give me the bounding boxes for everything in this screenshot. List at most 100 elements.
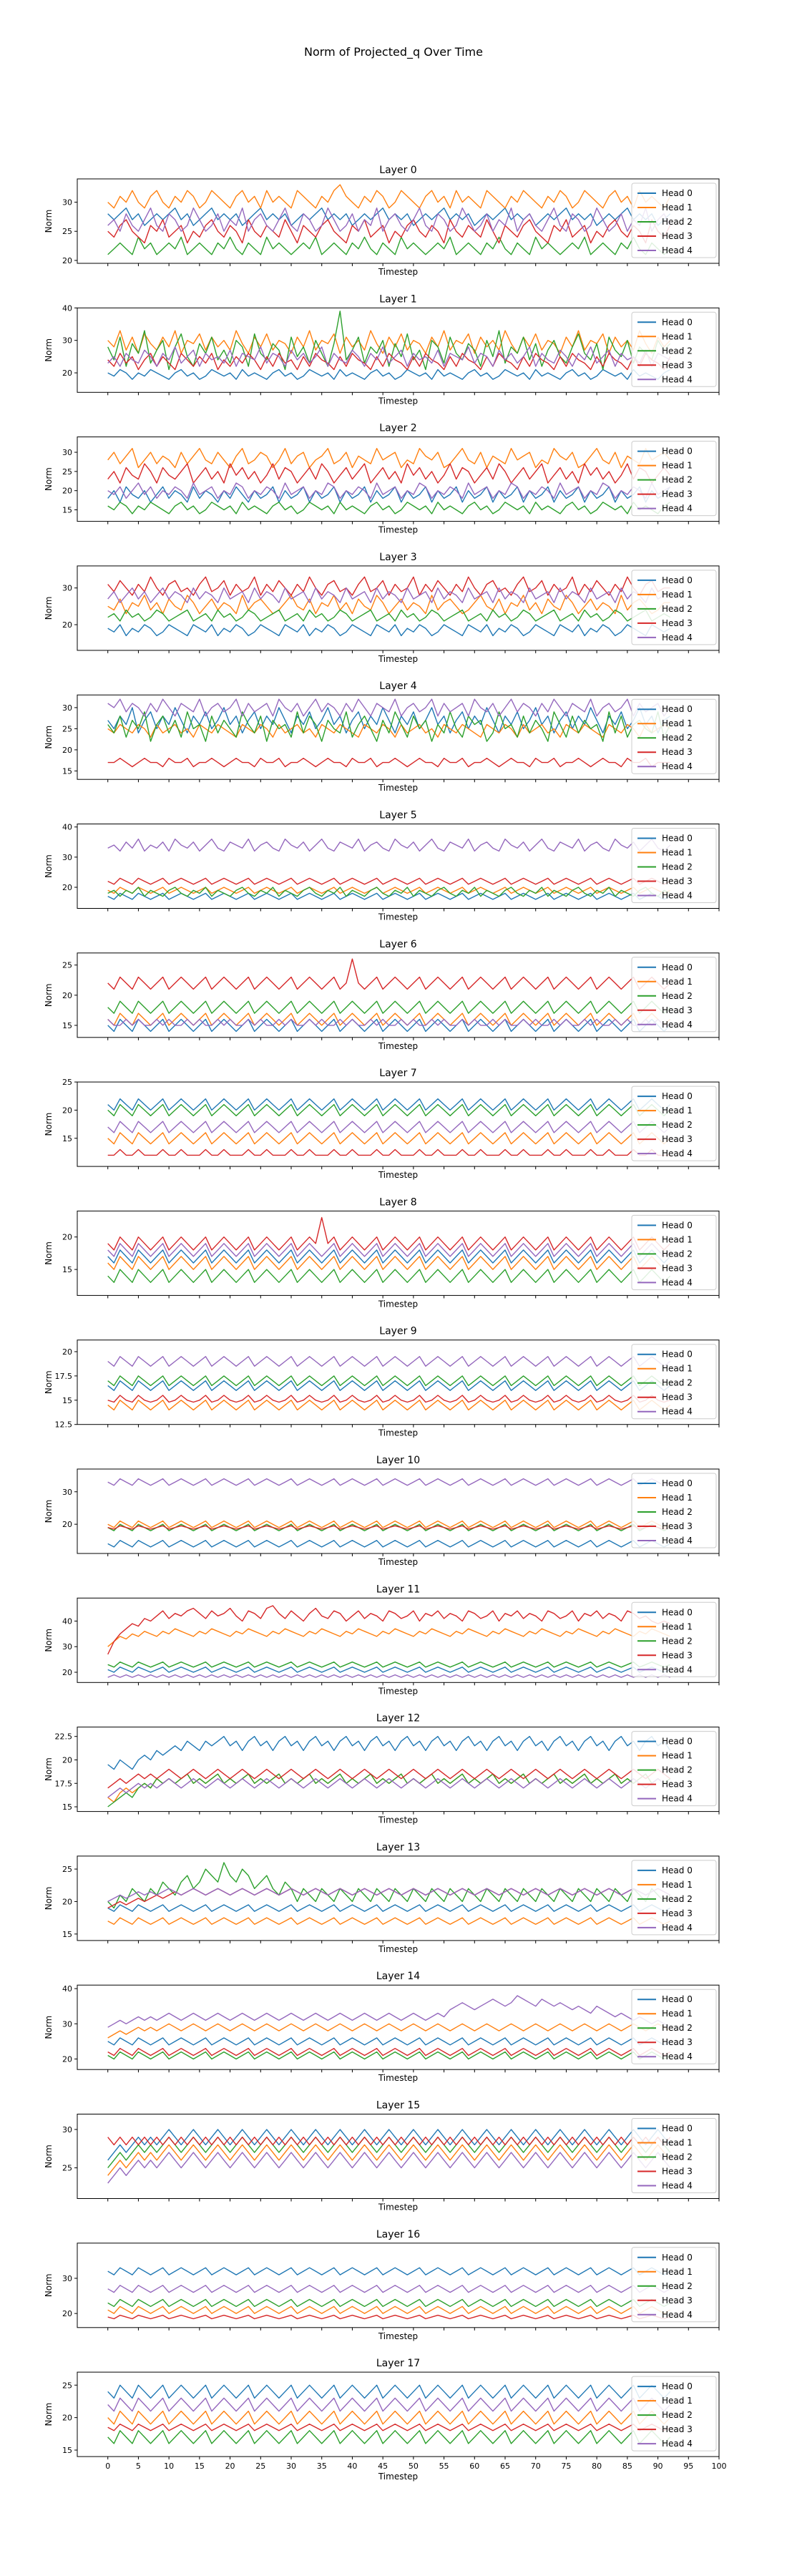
legend-label: Head 0 xyxy=(662,1607,693,1617)
x-axis-label: Timestep xyxy=(378,1815,418,1825)
axes-frame xyxy=(77,1210,720,1296)
subplot-title: Layer 4 xyxy=(379,680,416,692)
subplot-title: Layer 9 xyxy=(379,1326,416,1337)
legend-label: Head 4 xyxy=(662,245,693,255)
x-tick-label: 75 xyxy=(561,2462,571,2471)
y-tick-label: 20 xyxy=(62,256,72,265)
subplot-layer-9: Layer 9 12.5 15 17.5 20 Timestep Norm Head 0 Hea… xyxy=(44,1326,720,1438)
subplot-title: Layer 8 xyxy=(379,1196,416,1208)
legend-label: Head 4 xyxy=(662,2181,693,2191)
axes-frame xyxy=(77,1727,720,1813)
x-axis-label: Timestep xyxy=(378,1428,418,1438)
legend-label: Head 3 xyxy=(662,231,693,241)
subplot-layer-16: Layer 16 20 30 Timestep Norm Head 0 Head 1 Head… xyxy=(44,2229,720,2341)
legend-label: Head 1 xyxy=(662,2396,693,2406)
y-axis-label: Norm xyxy=(44,983,54,1007)
y-axis-label: Norm xyxy=(44,1757,54,1781)
y-tick-label: 30 xyxy=(62,1642,72,1652)
legend-label: Head 1 xyxy=(662,2009,693,2019)
legend-box xyxy=(631,2118,717,2193)
y-axis-label: Norm xyxy=(44,338,54,362)
x-axis-label: Timestep xyxy=(378,1557,418,1567)
y-tick-label: 15 xyxy=(62,1021,72,1030)
y-tick-label: 20 xyxy=(62,2309,72,2318)
y-axis-label: Norm xyxy=(44,1113,54,1136)
series-line-head-4 xyxy=(107,1777,671,1798)
subplot-title: Layer 10 xyxy=(376,1455,420,1466)
legend-box xyxy=(631,1731,717,1807)
series-line-head-3 xyxy=(107,463,671,484)
x-tick-label: 45 xyxy=(378,2462,388,2471)
legend-box xyxy=(631,570,717,645)
y-tick-label: 30 xyxy=(62,703,72,713)
y-tick-label: 20 xyxy=(62,1233,72,1242)
series-line-head-3 xyxy=(107,1768,671,1789)
legend-box xyxy=(631,441,717,517)
subplot-title: Layer 11 xyxy=(376,1584,420,1595)
y-tick-label: 20 xyxy=(62,991,72,1000)
subplots-container: Layer 0 20 25 30 Timestep Norm Head 0 Head 1 Hea… xyxy=(44,165,727,2482)
y-tick-label: 20 xyxy=(62,1755,72,1765)
y-tick-label: 20 xyxy=(62,1897,72,1906)
axes-frame xyxy=(77,2243,720,2328)
x-axis-label: Timestep xyxy=(378,267,418,277)
series-line-head-1 xyxy=(107,2144,671,2176)
legend-label: Head 1 xyxy=(662,590,693,600)
legend-label: Head 0 xyxy=(662,1865,693,1875)
legend-label: Head 2 xyxy=(662,733,693,743)
y-tick-label: 20 xyxy=(62,487,72,496)
legend-label: Head 3 xyxy=(662,1780,693,1790)
series-line-head-3 xyxy=(107,2136,671,2146)
x-tick-label: 10 xyxy=(164,2462,174,2471)
subplot-layer-6: Layer 6 15 20 25 Timestep Norm Head 0 Head 1 Hea… xyxy=(44,939,720,1051)
y-tick-label: 15 xyxy=(62,1930,72,1939)
x-axis-label: Timestep xyxy=(378,1944,418,1954)
subplot-title: Layer 17 xyxy=(376,2358,420,2369)
legend-label: Head 2 xyxy=(662,2410,693,2420)
y-axis-label: Norm xyxy=(44,597,54,620)
y-tick-label: 20 xyxy=(62,1106,72,1115)
legend-label: Head 3 xyxy=(662,2167,693,2177)
y-axis-label: Norm xyxy=(44,2273,54,2297)
y-tick-label: 30 xyxy=(62,198,72,208)
y-tick-label: 25 xyxy=(62,467,72,477)
legend-label: Head 3 xyxy=(662,2424,693,2434)
series-line-head-3 xyxy=(107,877,671,885)
x-axis-label: Timestep xyxy=(378,2331,418,2341)
x-tick-label: 60 xyxy=(469,2462,479,2471)
y-tick-label: 15 xyxy=(62,1134,72,1143)
legend-label: Head 4 xyxy=(662,504,693,514)
y-axis-label: Norm xyxy=(44,726,54,749)
y-tick-label: 40 xyxy=(62,823,72,832)
legend-label: Head 1 xyxy=(662,1751,693,1761)
x-axis-label: Timestep xyxy=(378,1299,418,1309)
y-tick-label: 20 xyxy=(62,1668,72,1677)
x-axis-label: Timestep xyxy=(378,783,418,793)
series-line-head-0 xyxy=(107,2129,671,2161)
legend-box xyxy=(631,1473,717,1548)
legend-label: Head 2 xyxy=(662,217,693,227)
series-line-head-3 xyxy=(107,1395,670,1403)
axes-frame xyxy=(77,1984,720,2070)
legend-label: Head 0 xyxy=(662,317,693,327)
legend-label: Head 4 xyxy=(662,1664,693,1674)
legend-label: Head 2 xyxy=(662,2023,693,2033)
legend-label: Head 3 xyxy=(662,1908,693,1918)
x-axis-label: Timestep xyxy=(378,525,418,535)
y-tick-label: 15 xyxy=(62,1265,72,1274)
legend-label: Head 2 xyxy=(662,604,693,614)
legend-label: Head 3 xyxy=(662,618,693,628)
legend-label: Head 4 xyxy=(662,891,693,901)
legend-label: Head 1 xyxy=(662,848,693,858)
y-tick-label: 20 xyxy=(62,2054,72,2064)
series-line-head-2 xyxy=(107,609,671,622)
series-line-head-4 xyxy=(107,482,671,499)
legend-label: Head 4 xyxy=(662,1407,693,1417)
y-tick-label: 20 xyxy=(62,620,72,630)
series-line-head-2 xyxy=(107,1661,670,1668)
legend-label: Head 1 xyxy=(662,718,693,728)
x-tick-label: 95 xyxy=(683,2462,693,2471)
subplot-title: Layer 14 xyxy=(376,1971,420,1982)
legend-box xyxy=(631,2376,717,2451)
legend-label: Head 2 xyxy=(662,1765,693,1775)
